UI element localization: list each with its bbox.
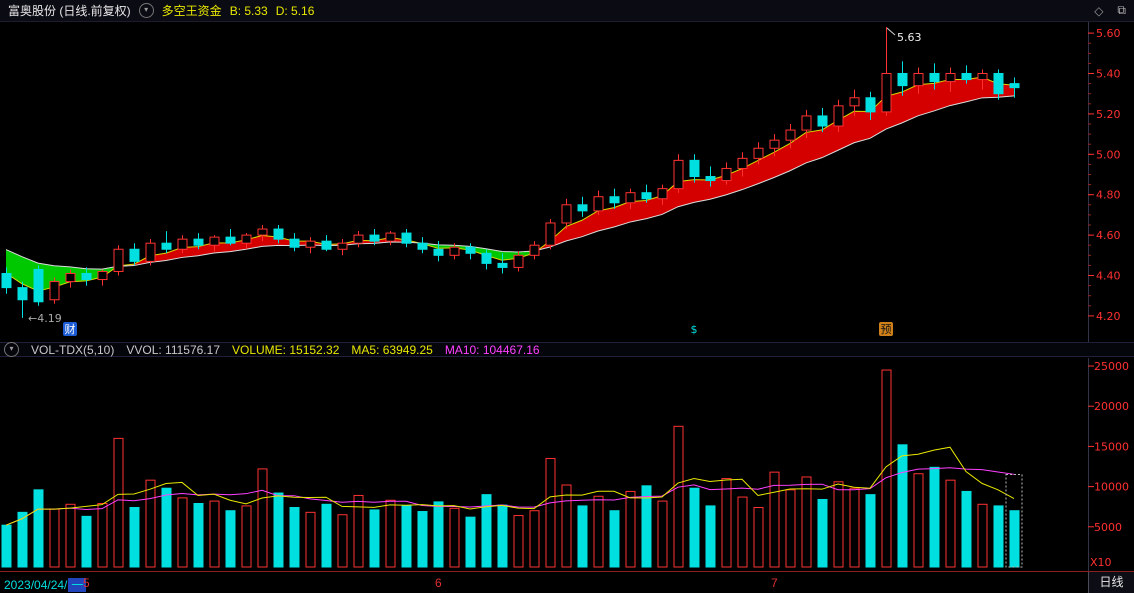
ma5-value: MA5: 63949.25 xyxy=(351,342,433,357)
weekday-badge: 一 xyxy=(68,578,87,592)
scale-label: X10 xyxy=(1090,556,1112,569)
month-label: 7 xyxy=(771,576,778,590)
bottom-bar: 2023/04/24/一 5 6 7 日线 xyxy=(0,571,1134,593)
high-annotation: 5.63 xyxy=(897,31,922,44)
top-bar: 富奥股份 (日线.前复权) ▾ 多空王资金 B: 5.33 D: 5.16 ◇ … xyxy=(0,0,1134,22)
event-marker-box[interactable] xyxy=(63,322,77,336)
diamond-icon[interactable]: ◇ xyxy=(1094,3,1104,18)
svg-text:4.20: 4.20 xyxy=(1096,310,1121,323)
event-marker[interactable]: 预 xyxy=(881,323,892,336)
stock-title: 富奥股份 (日线.前复权) xyxy=(8,4,131,18)
svg-text:4.40: 4.40 xyxy=(1096,270,1121,283)
svg-text:4.80: 4.80 xyxy=(1096,189,1121,202)
main-price-chart[interactable]: 5.60 5.40 5.20 5.00 4.80 4.60 4.40 4.20 5.63 ←4.1… xyxy=(0,22,1134,342)
indicator-b-value: B: 5.33 xyxy=(229,3,268,18)
volume-axis: 25000 20000 15000 10000 5000 X10 xyxy=(1088,358,1129,571)
svg-text:5000: 5000 xyxy=(1094,521,1122,534)
band-fast-line xyxy=(5,76,1015,292)
panels-icon[interactable]: ⧉ xyxy=(1117,3,1126,17)
vvol-value: VVOL: 111576.17 xyxy=(126,342,220,357)
svg-text:5.40: 5.40 xyxy=(1096,68,1121,81)
low-annotation: ←4.19 xyxy=(28,312,62,325)
volume-ma5-line xyxy=(5,446,1015,526)
cursor-box xyxy=(1005,474,1023,568)
indicator-d-value: D: 5.16 xyxy=(275,3,315,18)
svg-text:15000: 15000 xyxy=(1094,440,1129,453)
volume-indicator-name[interactable]: VOL-TDX(5,10) xyxy=(31,342,115,357)
month-label: 6 xyxy=(435,576,442,590)
svg-text:5.00: 5.00 xyxy=(1096,148,1121,161)
svg-text:5.20: 5.20 xyxy=(1096,108,1121,121)
date-text: 2023/04/24/ xyxy=(4,578,68,592)
ma10-value: MA10: 104467.16 xyxy=(444,342,540,357)
svg-text:20000: 20000 xyxy=(1094,400,1129,413)
svg-text:4.60: 4.60 xyxy=(1096,229,1121,242)
period-label[interactable]: 日线 xyxy=(1088,572,1134,593)
date-label: 2023/04/24/一 xyxy=(4,576,87,593)
band-slow-line xyxy=(5,95,1015,270)
svg-text:5.60: 5.60 xyxy=(1096,27,1121,40)
price-axis: 5.60 5.40 5.20 5.00 4.80 4.60 4.40 4.20 xyxy=(1088,22,1121,342)
indicator-dropdown-icon[interactable]: ▾ xyxy=(138,3,154,18)
volume-value: VOLUME: 15152.32 xyxy=(232,342,340,357)
volume-header: ▾ VOL-TDX(5,10) VVOL: 111576.17 VOLUME: … xyxy=(0,342,1134,357)
indicator-name[interactable]: 多空王资金 xyxy=(161,4,222,18)
top-bar-icons: ◇ ⧉ xyxy=(1094,3,1126,18)
volume-chart[interactable]: 25000 20000 15000 10000 5000 X10 xyxy=(0,358,1134,571)
volume-ma10-line xyxy=(5,467,1015,526)
candles-layer xyxy=(1,27,1020,318)
volume-bars-layer xyxy=(1,369,1020,568)
month-label: 5 xyxy=(83,576,90,590)
svg-text:25000: 25000 xyxy=(1094,360,1129,373)
volume-dropdown-icon[interactable]: ▾ xyxy=(4,342,19,357)
svg-text:10000: 10000 xyxy=(1094,481,1129,494)
event-marker[interactable]: 财 xyxy=(65,322,76,336)
event-marker[interactable]: $ xyxy=(691,323,698,336)
event-marker-box[interactable] xyxy=(879,322,893,336)
